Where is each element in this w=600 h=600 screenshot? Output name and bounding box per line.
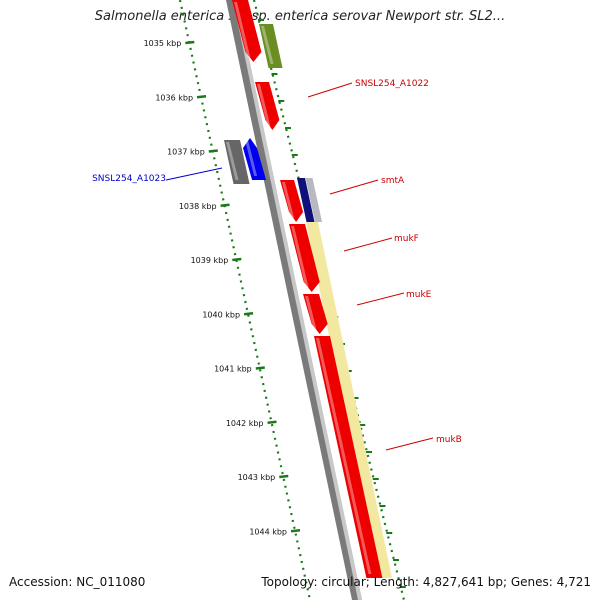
gene-snsl254-a1023-grey[interactable] bbox=[224, 140, 250, 184]
kbp-tick bbox=[232, 257, 242, 262]
gene-mukb-highlight bbox=[316, 338, 372, 574]
gene-olive[interactable] bbox=[259, 24, 283, 68]
kbp-tick bbox=[255, 366, 265, 370]
topology-text: Topology: circular; Length: 4,827,641 bp… bbox=[261, 575, 591, 589]
gene-smta[interactable] bbox=[280, 180, 304, 222]
kbp-tick-label: 1037 kbp bbox=[167, 148, 205, 157]
gene-label[interactable]: mukB bbox=[436, 435, 462, 445]
gene-top-red-highlight bbox=[234, 2, 251, 58]
kbp-tick-label: 1044 kbp bbox=[249, 527, 287, 536]
kbp-tick-label: 1041 kbp bbox=[214, 365, 252, 374]
gene-label[interactable]: SNSL254_A1023 bbox=[92, 174, 166, 184]
gene-label-leader bbox=[385, 437, 434, 451]
gene-mukb[interactable] bbox=[314, 336, 383, 578]
genome-title: Salmonella enterica subsp. enterica sero… bbox=[94, 9, 506, 24]
kbp-tick-label: 1039 kbp bbox=[191, 256, 229, 265]
gene-smta-highlight bbox=[282, 182, 295, 218]
gene-label[interactable]: mukF bbox=[394, 234, 419, 244]
gene-label-leader bbox=[329, 179, 379, 195]
kbp-tick bbox=[208, 149, 218, 153]
accession-text: Accession: NC_011080 bbox=[9, 575, 146, 589]
kbp-tick-label: 1036 kbp bbox=[155, 93, 193, 102]
scale-dotted-line bbox=[178, 0, 312, 600]
gene-snsl254-a1023[interactable] bbox=[243, 138, 267, 180]
gene-labels: SNSL254_A1022 SNSL254_A1023 smtA mukF mukE mu… bbox=[92, 79, 462, 451]
kbp-tick bbox=[279, 474, 289, 479]
gene-label-leader bbox=[343, 237, 393, 252]
gene-snsl254-a1023-grey-highlight bbox=[226, 142, 239, 180]
gene-label[interactable]: smtA bbox=[381, 176, 405, 186]
backbone-light bbox=[233, 0, 362, 600]
gene-label[interactable]: SNSL254_A1022 bbox=[355, 79, 429, 89]
kbp-tick-label: 1038 kbp bbox=[179, 202, 217, 211]
gene-label[interactable]: mukE bbox=[406, 290, 432, 300]
gene-muke[interactable] bbox=[303, 294, 328, 334]
operon-band bbox=[306, 222, 392, 578]
gene-olive-highlight bbox=[261, 26, 274, 64]
gene-label-leader bbox=[165, 167, 223, 181]
kbp-tick bbox=[220, 203, 230, 207]
gene-snsl254-a1022-highlight bbox=[257, 84, 271, 126]
gene-smta-grey[interactable] bbox=[305, 178, 323, 222]
kbp-tick bbox=[196, 95, 207, 99]
gene-top-red[interactable] bbox=[232, 0, 262, 62]
gene-mukf-highlight bbox=[291, 226, 309, 288]
kbp-tick-label: 1042 kbp bbox=[226, 419, 264, 428]
gene-muke-highlight bbox=[305, 296, 317, 330]
gene-snsl254-a1022[interactable] bbox=[255, 82, 280, 130]
gene-features[interactable] bbox=[224, 0, 383, 578]
backbone-strand bbox=[226, 0, 362, 600]
kbp-tick bbox=[243, 312, 254, 316]
gene-label-leader bbox=[356, 292, 405, 306]
kbp-tick-label: 1043 kbp bbox=[238, 473, 276, 482]
gene-label-leader bbox=[307, 82, 353, 98]
kbp-tick-label: 1035 kbp bbox=[144, 39, 182, 48]
kbp-tick bbox=[290, 529, 301, 533]
gene-snsl254-a1023-highlight bbox=[245, 140, 258, 176]
kbp-tick bbox=[267, 420, 277, 424]
operon-shading bbox=[306, 222, 392, 578]
kbp-tick-label: 1040 kbp bbox=[202, 310, 240, 319]
gene-smta-navy[interactable] bbox=[297, 178, 315, 222]
kbp-tick bbox=[185, 40, 195, 45]
gene-mukf[interactable] bbox=[289, 224, 320, 292]
